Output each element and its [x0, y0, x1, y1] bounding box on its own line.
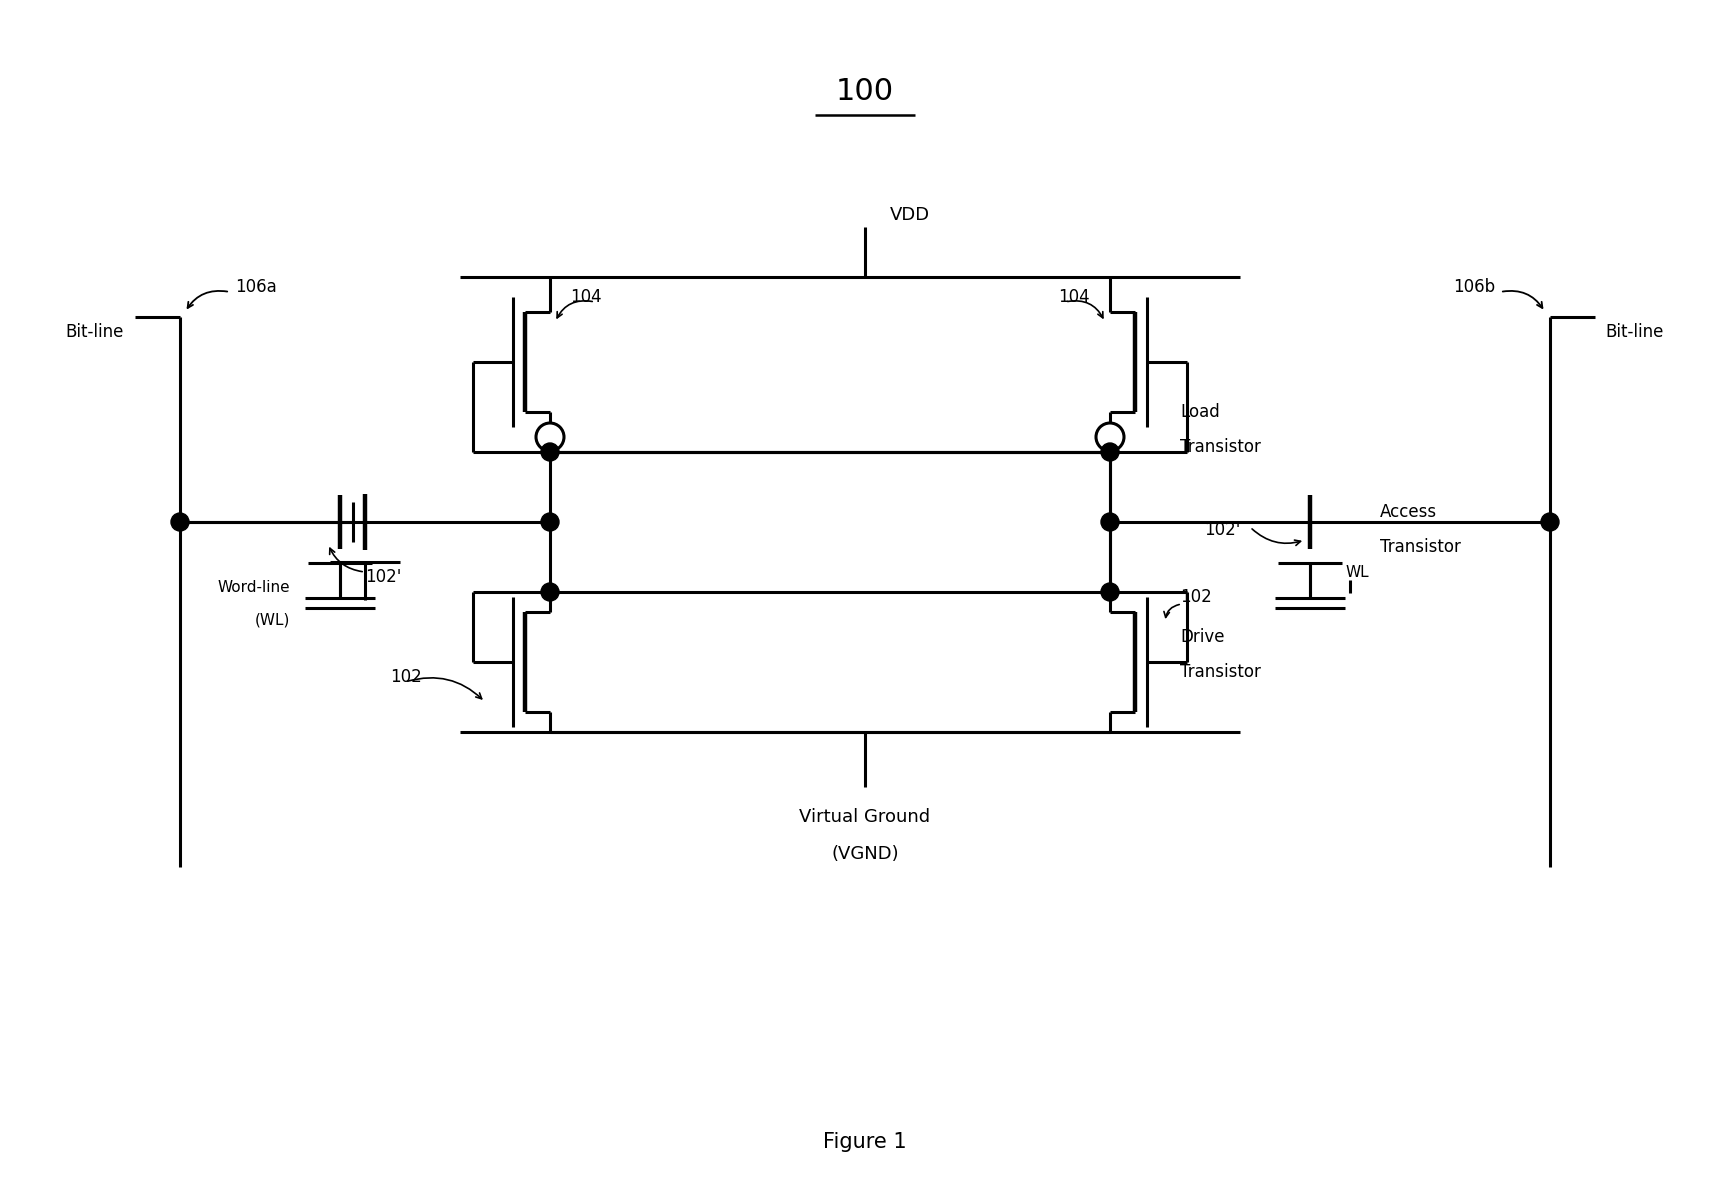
Circle shape — [171, 514, 189, 531]
Text: Transistor: Transistor — [1179, 438, 1261, 456]
Circle shape — [1100, 514, 1119, 531]
Circle shape — [540, 583, 559, 601]
Text: 104: 104 — [1058, 288, 1089, 306]
Text: VDD: VDD — [890, 206, 930, 224]
Text: Figure 1: Figure 1 — [823, 1132, 906, 1152]
Circle shape — [1100, 583, 1119, 601]
Text: (VGND): (VGND) — [831, 845, 899, 863]
Circle shape — [540, 514, 559, 531]
Circle shape — [535, 423, 563, 451]
Text: (WL): (WL) — [255, 613, 289, 627]
Text: Drive: Drive — [1179, 628, 1225, 646]
Text: Transistor: Transistor — [1179, 663, 1261, 681]
Text: Transistor: Transistor — [1379, 537, 1460, 555]
Circle shape — [1100, 443, 1119, 461]
Text: 102: 102 — [390, 668, 421, 686]
Text: 106a: 106a — [236, 278, 277, 296]
Text: 102': 102' — [1204, 521, 1240, 539]
Text: Virtual Ground: Virtual Ground — [798, 808, 930, 826]
Text: Bit-line: Bit-line — [1606, 323, 1663, 341]
Text: Bit-line: Bit-line — [66, 323, 125, 341]
Text: 102': 102' — [365, 569, 402, 587]
Text: 104: 104 — [570, 288, 601, 306]
Circle shape — [1540, 514, 1559, 531]
Circle shape — [540, 443, 559, 461]
Text: Load: Load — [1179, 403, 1219, 421]
Text: Access: Access — [1379, 503, 1436, 521]
Text: WL: WL — [1344, 565, 1368, 581]
Text: 106b: 106b — [1451, 278, 1495, 296]
Text: 100: 100 — [835, 78, 894, 107]
Text: Word-line: Word-line — [216, 581, 289, 595]
Text: 102: 102 — [1179, 588, 1211, 606]
Circle shape — [1095, 423, 1124, 451]
